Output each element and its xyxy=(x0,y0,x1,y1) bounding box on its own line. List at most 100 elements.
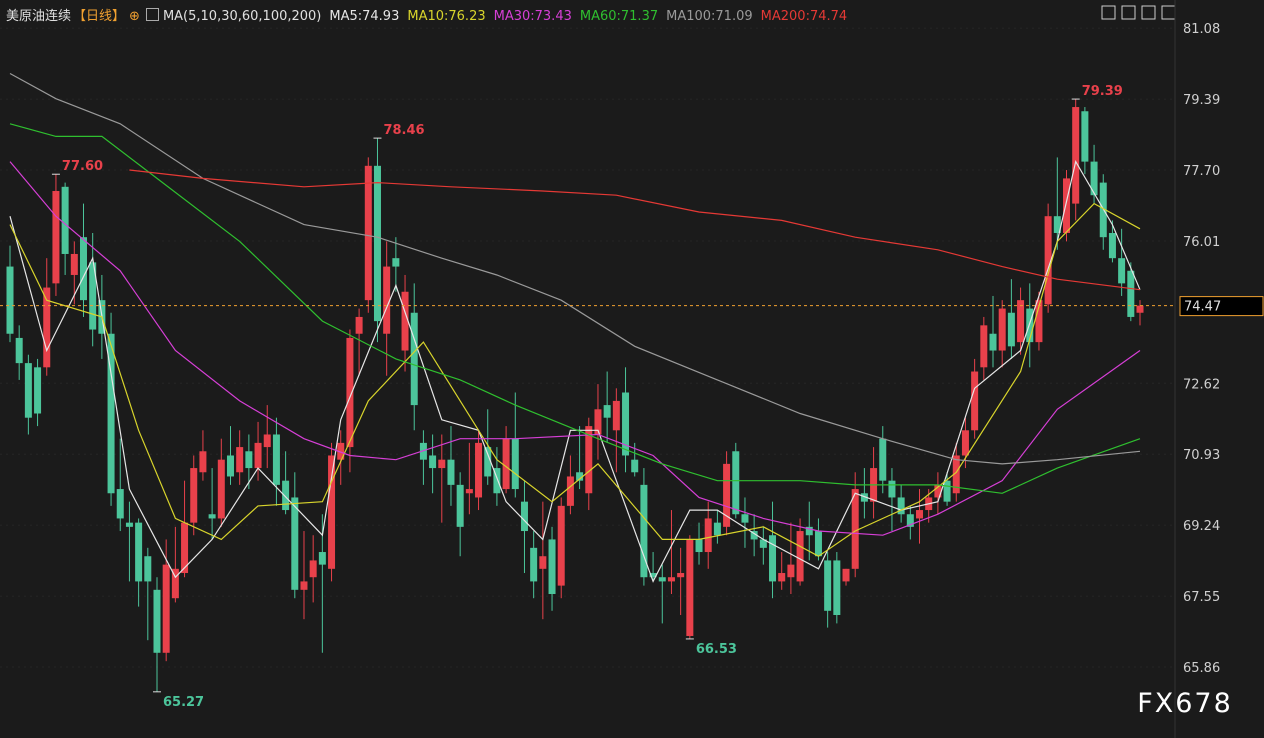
chart-title: 美原油连续 xyxy=(6,9,72,24)
candle-body xyxy=(612,400,620,431)
candle-body xyxy=(557,505,565,586)
period[interactable]: 【日线】 xyxy=(73,9,126,24)
candle-body xyxy=(217,459,225,519)
candle-body xyxy=(723,463,731,527)
candle-body xyxy=(1072,107,1080,204)
candle-body xyxy=(566,476,574,506)
candle-body xyxy=(888,480,896,498)
candle-body xyxy=(373,165,381,322)
candle-body xyxy=(429,455,437,469)
candle-body xyxy=(603,405,611,418)
candle-body xyxy=(1053,216,1061,233)
candle-body xyxy=(704,518,712,553)
candle-body xyxy=(153,589,161,653)
candle-body xyxy=(43,287,51,368)
candle-body xyxy=(989,333,997,351)
candle-body xyxy=(769,535,777,582)
candle-body xyxy=(6,266,14,334)
candle-body xyxy=(383,266,391,334)
candle-body xyxy=(456,484,464,527)
legend-entry: MA10:76.23 xyxy=(407,9,486,24)
candle-body xyxy=(125,522,133,527)
candle-body xyxy=(410,312,418,406)
candle-body xyxy=(1127,270,1135,317)
y-tick-label: 69.24 xyxy=(1183,519,1220,534)
tool-icon[interactable] xyxy=(1161,5,1176,20)
ma-line xyxy=(9,159,1141,583)
candle-body xyxy=(824,560,832,611)
candle-body xyxy=(787,564,795,578)
tool-icon[interactable] xyxy=(1101,5,1116,20)
candle-body xyxy=(677,573,685,578)
candle-body xyxy=(1017,300,1025,343)
candle-body xyxy=(438,459,446,469)
ma-line xyxy=(129,169,1141,291)
watermark: FX678 xyxy=(1137,688,1233,719)
candle-body xyxy=(594,409,602,435)
candle-body xyxy=(1044,216,1052,305)
candle-body xyxy=(971,371,979,431)
candle-body xyxy=(713,522,721,536)
candle-body xyxy=(640,484,648,578)
candle-body xyxy=(530,547,538,582)
legend: MA5:74.93 MA10:76.23 MA30:73.43 MA60:71.37 M… xyxy=(329,9,855,24)
candle-body xyxy=(585,426,593,494)
candle-body xyxy=(759,539,767,548)
candle-body xyxy=(392,258,400,267)
candle-body xyxy=(741,514,749,523)
candle-body xyxy=(1090,161,1098,196)
grid xyxy=(0,27,1175,668)
candle-body xyxy=(649,573,657,578)
ma-line xyxy=(9,202,1141,557)
y-tick-label: 81.08 xyxy=(1183,22,1220,37)
candle-body xyxy=(300,581,308,590)
candle-body xyxy=(226,455,234,477)
candle-body xyxy=(401,291,409,351)
candle-body xyxy=(667,577,675,582)
candle-body xyxy=(328,455,336,569)
candle-body xyxy=(190,468,198,523)
candle-body xyxy=(61,186,69,254)
candle-body xyxy=(943,480,951,502)
y-tick-label: 79.39 xyxy=(1183,93,1220,108)
tool-icon[interactable] xyxy=(1121,5,1136,20)
candle-body xyxy=(355,316,363,334)
last-price-label: 74.47 xyxy=(1184,300,1221,315)
candle-body xyxy=(952,455,960,494)
candle-body xyxy=(1026,308,1034,343)
ma-line xyxy=(9,72,1141,465)
candle-body xyxy=(493,468,501,494)
candle-body xyxy=(282,480,290,511)
candle-body xyxy=(622,392,630,456)
candle-body xyxy=(263,434,271,448)
y-tick-label: 65.86 xyxy=(1183,661,1220,676)
candle-body xyxy=(144,556,152,582)
candle-body xyxy=(135,522,143,582)
candle-body xyxy=(34,367,42,414)
indicator-icon[interactable] xyxy=(145,8,159,21)
candle-body xyxy=(236,447,244,473)
y-tick-label: 72.62 xyxy=(1183,377,1220,392)
candle-body xyxy=(511,438,519,490)
candle-body xyxy=(116,489,124,519)
tool-icon[interactable] xyxy=(1141,5,1156,20)
ma-line xyxy=(9,123,1141,494)
candle-body xyxy=(576,472,584,481)
candle-body xyxy=(860,493,868,502)
candle-body xyxy=(778,573,786,582)
candle-body xyxy=(631,459,639,473)
candle-body xyxy=(502,438,510,490)
add-icon[interactable]: ⊕ xyxy=(129,9,140,24)
legend-entry: MA5:74.93 xyxy=(329,9,400,24)
legend-entry: MA200:74.74 xyxy=(760,9,848,24)
y-tick-label: 67.55 xyxy=(1183,590,1220,605)
annotation: 66.53 xyxy=(696,642,737,657)
candle-body xyxy=(107,333,115,494)
indicator[interactable]: MA(5,10,30,60,100,200) xyxy=(162,9,322,24)
candle-body xyxy=(79,237,87,301)
candle-body xyxy=(906,514,914,527)
candle-body xyxy=(851,489,859,569)
candle-body xyxy=(1035,300,1043,343)
candle-body xyxy=(1081,111,1089,162)
candle-body xyxy=(1136,305,1144,313)
